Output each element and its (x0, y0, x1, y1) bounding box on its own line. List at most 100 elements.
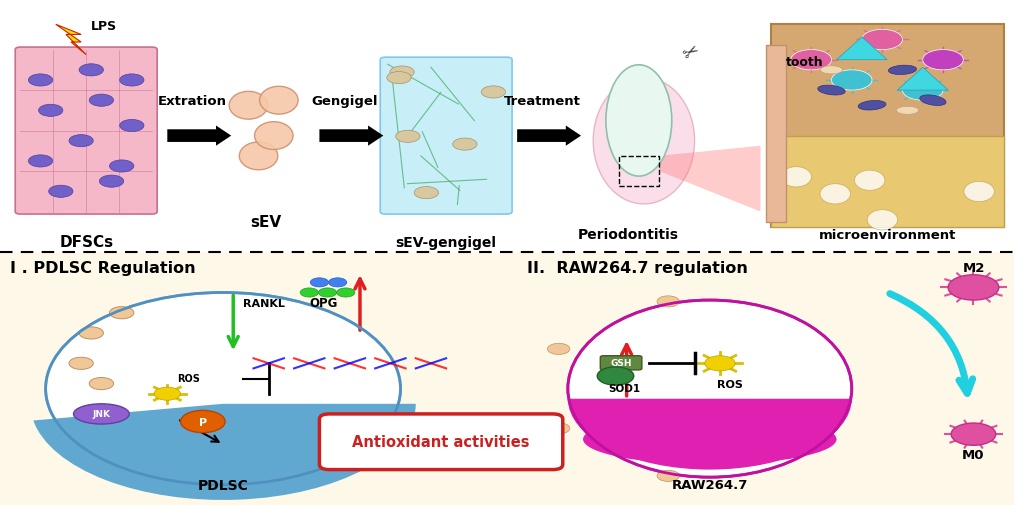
Text: Gengigel: Gengigel (311, 94, 378, 108)
Circle shape (318, 288, 337, 297)
Circle shape (923, 50, 963, 71)
Circle shape (120, 75, 144, 87)
Text: DFSCs: DFSCs (59, 235, 114, 250)
Text: Treatment: Treatment (504, 94, 581, 108)
Text: ROS: ROS (177, 374, 201, 384)
FancyBboxPatch shape (15, 48, 157, 215)
Circle shape (548, 423, 570, 434)
Bar (771, 136, 1004, 227)
Text: ROS: ROS (717, 379, 743, 389)
Circle shape (386, 72, 411, 84)
Text: II.  RAW264.7 regulation: II. RAW264.7 regulation (527, 260, 748, 275)
Wedge shape (33, 404, 416, 500)
Polygon shape (659, 146, 760, 212)
Text: RANKL: RANKL (243, 298, 285, 308)
Circle shape (300, 288, 318, 297)
Circle shape (110, 307, 134, 319)
Polygon shape (837, 38, 887, 61)
Bar (771, 25, 1004, 227)
Ellipse shape (964, 182, 995, 202)
Circle shape (329, 278, 347, 287)
Circle shape (705, 356, 735, 371)
Text: M2: M2 (962, 261, 985, 274)
Text: M0: M0 (962, 448, 985, 461)
Text: microenvironment: microenvironment (818, 228, 956, 241)
Circle shape (39, 105, 63, 117)
Circle shape (948, 275, 999, 300)
Ellipse shape (888, 66, 917, 75)
Circle shape (89, 378, 114, 390)
Ellipse shape (920, 96, 946, 106)
Circle shape (180, 411, 225, 433)
Text: OPG: OPG (309, 296, 338, 310)
Circle shape (310, 278, 329, 287)
Circle shape (414, 187, 438, 199)
Circle shape (28, 156, 53, 168)
Text: P: P (199, 417, 207, 427)
Circle shape (951, 423, 996, 445)
Ellipse shape (260, 87, 298, 115)
Ellipse shape (855, 171, 885, 191)
Ellipse shape (896, 107, 919, 115)
Ellipse shape (239, 143, 278, 171)
Circle shape (452, 139, 477, 151)
Circle shape (548, 343, 570, 355)
Circle shape (862, 30, 902, 50)
Text: GSH: GSH (610, 359, 632, 368)
FancyArrow shape (319, 126, 383, 146)
Circle shape (69, 358, 93, 370)
Ellipse shape (46, 293, 401, 485)
Text: Antioxidant activities: Antioxidant activities (352, 434, 530, 449)
Bar (0, 0, 1014, 252)
Text: tooth: tooth (786, 56, 823, 69)
Circle shape (154, 387, 180, 400)
Ellipse shape (820, 184, 851, 205)
Text: JNK: JNK (92, 410, 111, 419)
Circle shape (791, 50, 831, 71)
Ellipse shape (867, 210, 897, 230)
FancyBboxPatch shape (600, 356, 642, 370)
FancyArrow shape (167, 126, 231, 146)
Circle shape (337, 288, 355, 297)
Ellipse shape (255, 123, 293, 150)
Bar (766, 45, 786, 222)
Text: LPS: LPS (91, 20, 118, 33)
Bar (619, 157, 659, 187)
Text: PDLSC: PDLSC (198, 478, 248, 492)
Polygon shape (56, 25, 86, 56)
Text: sEV-gengigel: sEV-gengigel (395, 235, 497, 249)
Circle shape (79, 327, 103, 339)
Circle shape (902, 81, 943, 101)
Circle shape (99, 176, 124, 188)
Text: RAW264.7: RAW264.7 (671, 478, 748, 491)
Circle shape (657, 296, 679, 308)
Circle shape (831, 71, 872, 91)
Ellipse shape (568, 300, 852, 477)
FancyArrow shape (517, 126, 581, 146)
Circle shape (597, 367, 634, 385)
Circle shape (89, 95, 114, 107)
Ellipse shape (593, 78, 695, 205)
Circle shape (110, 161, 134, 173)
Ellipse shape (583, 414, 837, 465)
Ellipse shape (781, 167, 811, 187)
Text: sEV: sEV (250, 215, 281, 230)
FancyBboxPatch shape (319, 414, 563, 470)
Text: ✂: ✂ (679, 40, 703, 65)
Circle shape (657, 470, 679, 481)
Text: Periodontitis: Periodontitis (578, 228, 679, 242)
Text: I . PDLSC Regulation: I . PDLSC Regulation (10, 260, 196, 275)
Ellipse shape (817, 86, 846, 96)
Text: SOD1: SOD1 (608, 383, 641, 393)
Ellipse shape (820, 67, 843, 75)
Circle shape (69, 135, 93, 147)
Text: Extration: Extration (158, 94, 227, 108)
Ellipse shape (229, 92, 268, 120)
Circle shape (395, 131, 420, 143)
Ellipse shape (74, 404, 130, 424)
Ellipse shape (71, 414, 375, 475)
Circle shape (28, 75, 53, 87)
Circle shape (482, 87, 506, 99)
Circle shape (390, 67, 415, 79)
Circle shape (49, 186, 73, 198)
